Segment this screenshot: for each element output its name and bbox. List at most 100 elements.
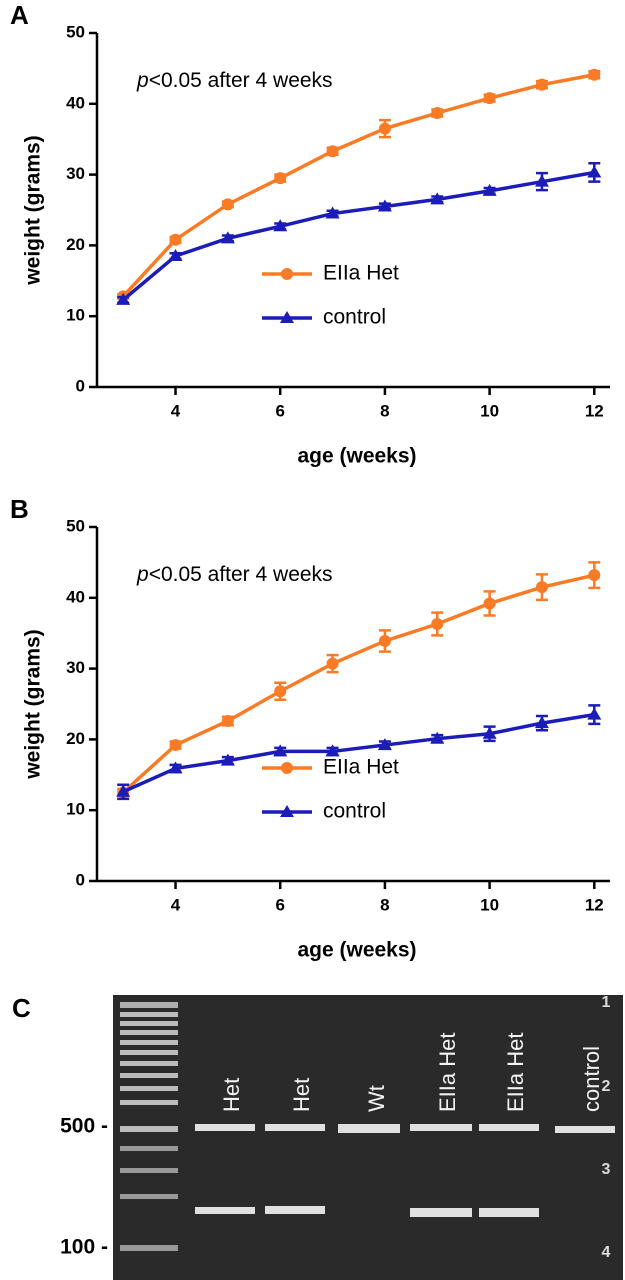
y-tick-label: 30 xyxy=(66,658,85,677)
lane-label: Het xyxy=(219,1078,244,1112)
x-tick-label: 8 xyxy=(380,895,389,914)
ladder-label: 100 - xyxy=(60,1236,108,1259)
y-tick-label: 20 xyxy=(66,729,85,748)
edge-mark: 1 xyxy=(602,994,611,1011)
x-tick-label: 8 xyxy=(380,401,389,420)
marker xyxy=(534,174,549,187)
y-tick-label: 30 xyxy=(66,164,85,183)
marker xyxy=(221,198,234,211)
marker xyxy=(535,78,548,91)
series-line xyxy=(122,712,595,794)
x-tick-label: 6 xyxy=(275,895,284,914)
annotation-part: <0.05 after 4 weeks xyxy=(149,563,333,586)
x-tick-label: 4 xyxy=(171,401,181,420)
marker xyxy=(326,145,339,158)
lane-label: control xyxy=(579,1046,604,1112)
marker xyxy=(377,738,392,751)
lane-label: Het xyxy=(289,1078,314,1112)
legend-label: EIIa Het xyxy=(323,756,399,779)
y-tick-label: 0 xyxy=(76,870,85,889)
series-line xyxy=(121,73,595,298)
panel-label: B xyxy=(10,494,29,524)
marker xyxy=(280,805,294,817)
marker xyxy=(482,726,497,739)
x-axis-title: age (weeks) xyxy=(297,939,416,962)
edge-mark: 4 xyxy=(602,1244,611,1261)
y-axis-title: weight (grams) xyxy=(22,629,45,779)
edge-mark: 3 xyxy=(602,1161,611,1178)
x-tick-label: 6 xyxy=(275,401,284,420)
ladder-label: 500 - xyxy=(60,1115,108,1138)
legend-label: control xyxy=(323,800,386,823)
y-tick-label: 20 xyxy=(66,235,85,254)
marker xyxy=(534,716,549,729)
marker xyxy=(587,165,602,178)
marker xyxy=(482,183,497,196)
marker xyxy=(430,192,445,205)
marker xyxy=(273,219,288,232)
legend-label: EIIa Het xyxy=(323,262,399,285)
marker xyxy=(483,92,496,105)
annotation-part: <0.05 after 4 weeks xyxy=(149,69,333,92)
annotation-part: p xyxy=(136,69,149,92)
series-line xyxy=(122,170,595,302)
lane-label: Wt xyxy=(364,1085,389,1112)
lane-label: EIIa Het xyxy=(503,1033,528,1112)
marker xyxy=(116,784,131,797)
panel-label: C xyxy=(12,993,31,1023)
marker xyxy=(378,634,391,647)
marker xyxy=(483,597,496,610)
annotation-part: p xyxy=(136,563,149,586)
y-tick-label: 40 xyxy=(66,587,85,606)
marker xyxy=(281,762,293,774)
marker xyxy=(281,268,293,280)
lane-label: EIIa Het xyxy=(435,1033,460,1112)
marker xyxy=(168,249,183,262)
legend-label: control xyxy=(323,306,386,329)
annotation: p<0.05 after 4 weeks xyxy=(136,563,333,586)
marker xyxy=(430,731,445,744)
marker xyxy=(274,172,287,185)
marker xyxy=(378,122,391,135)
y-tick-label: 50 xyxy=(66,516,85,535)
y-tick-label: 10 xyxy=(66,306,85,325)
marker xyxy=(325,744,340,757)
x-axis-title: age (weeks) xyxy=(297,445,416,468)
gel-image xyxy=(113,995,623,1280)
marker xyxy=(274,685,287,698)
marker xyxy=(168,761,183,774)
marker xyxy=(221,714,234,727)
marker xyxy=(377,199,392,212)
chart: A 0 10 20 30 40 50 4 6 8 10 12 age (weeks) weight (gr… xyxy=(10,0,610,468)
panel-label: A xyxy=(10,0,29,30)
x-tick-label: 12 xyxy=(585,895,604,914)
x-tick-label: 4 xyxy=(171,895,181,914)
y-tick-label: 50 xyxy=(66,22,85,41)
marker xyxy=(116,292,131,305)
marker xyxy=(431,617,444,630)
marker xyxy=(220,231,235,244)
series-line xyxy=(121,573,595,794)
y-axis-title: weight (grams) xyxy=(22,135,45,285)
gel-panel: C Het Het Wt EIIa Het EIIa Het control 500 - 10… xyxy=(12,993,623,1280)
bands xyxy=(195,1124,615,1217)
y-tick-label: 10 xyxy=(66,800,85,819)
marker xyxy=(535,581,548,594)
edge-mark: 2 xyxy=(602,1078,611,1095)
y-tick-label: 40 xyxy=(66,93,85,112)
marker xyxy=(169,233,182,246)
marker xyxy=(220,753,235,766)
marker xyxy=(325,206,340,219)
ladder xyxy=(120,1002,178,1251)
marker xyxy=(273,744,288,757)
marker xyxy=(431,107,444,120)
marker xyxy=(169,739,182,752)
y-tick-label: 0 xyxy=(76,376,85,395)
marker xyxy=(280,311,294,323)
marker xyxy=(326,657,339,670)
annotation: p<0.05 after 4 weeks xyxy=(136,69,333,92)
marker xyxy=(587,707,602,720)
x-tick-label: 12 xyxy=(585,401,604,420)
marker xyxy=(588,569,601,582)
